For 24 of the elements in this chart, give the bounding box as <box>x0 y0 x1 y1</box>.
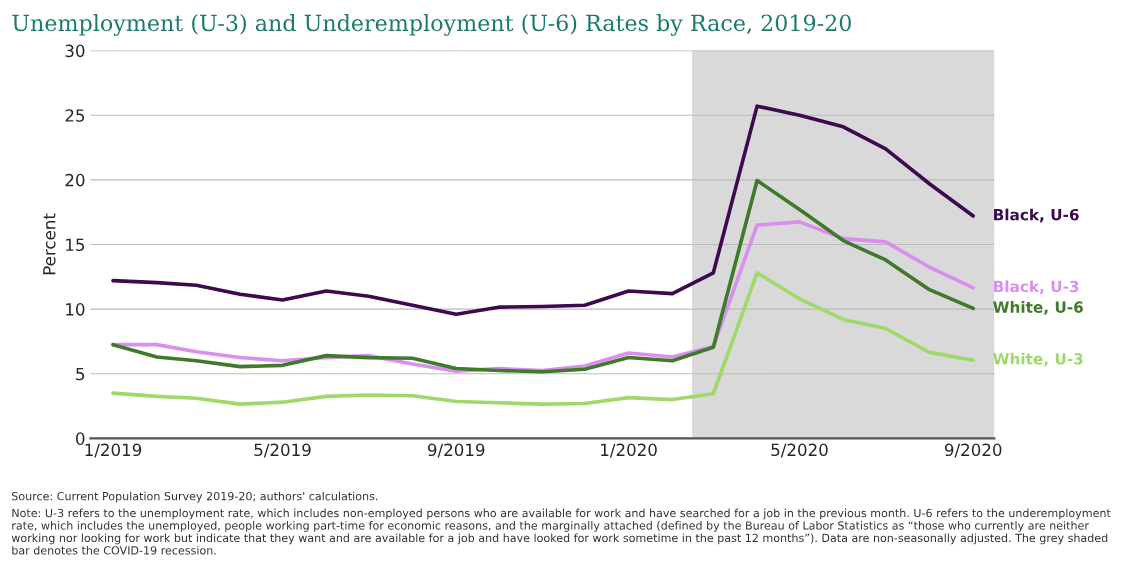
series-label: White, U-6 <box>993 301 1083 315</box>
y-tick-label: 5 <box>76 367 85 381</box>
line-series <box>111 271 976 406</box>
series-label: Black, U-6 <box>994 208 1079 223</box>
y-tick-label: 0 <box>76 432 85 445</box>
x-tick-label: 9/2019 <box>427 443 485 458</box>
x-tick-label: 1/2019 <box>85 443 142 458</box>
x-tick-label: 9/2020 <box>944 443 1002 458</box>
line-series <box>111 178 976 374</box>
y-tick-label: 30 <box>65 44 85 58</box>
y-axis-title: Percent <box>43 213 56 275</box>
x-tick-label: 5/2020 <box>771 443 828 458</box>
x-tick-label: 1/2020 <box>601 443 657 458</box>
line-series <box>111 104 976 317</box>
source-note: Source: Current Population Survey 2019-20; authors' calculations. <box>12 491 378 503</box>
series-label: Black, U-3 <box>994 280 1079 295</box>
y-tick-label: 20 <box>65 173 85 187</box>
text: Note: U-3 refers to the unemployment rate, which includes non-employed persons who are available for work and have searched for a job in the previous month. U-6 refers to the underemployment rate, which includes the unemployed, people working part-time for economic reasons, and the marginally attached (defined by the Bureau of Labor Statistics as “those who currently are neither working nor looking for work but indicate that they want and are available for a job and have looked for work sometime in the past 12 months”). Data are non-seasonally adjusted. The grey shaded bar denotes the COVID-19 recession. <box>11 508 1111 555</box>
x-tick-label: 5/2019 <box>254 443 311 458</box>
y-tick-label: 15 <box>66 238 85 252</box>
y-tick-label: 25 <box>65 109 85 122</box>
chart-title: Unemployment (U-3) and Underemployment (U-6) Rates by Race, 2019-20 <box>12 14 851 36</box>
series-label: White, U-3 <box>993 352 1083 367</box>
y-tick-label: 10 <box>66 303 85 316</box>
